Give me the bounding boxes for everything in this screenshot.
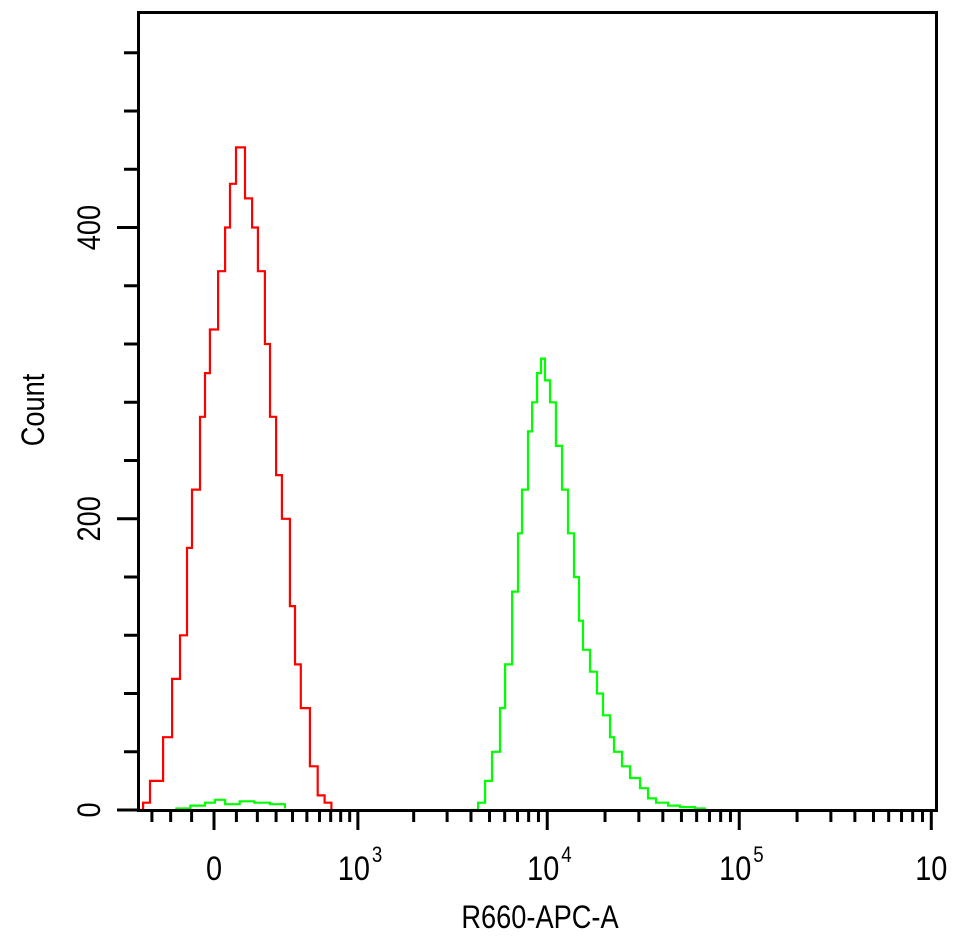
x-tick-label: 10: [915, 849, 947, 888]
y-tick-label: 0: [72, 802, 108, 817]
x-tick-label-exponent: 5: [753, 844, 763, 868]
y-tick-label: 200: [72, 496, 108, 541]
plot-frame: [137, 11, 938, 812]
x-tick-label: 10: [338, 849, 370, 888]
y-axis-label: Count: [16, 373, 52, 446]
y-axis: 0 200 400: [72, 51, 138, 818]
x-tick-label: 0: [206, 849, 222, 888]
x-axis-label: R660-APC-A: [461, 900, 618, 936]
plot-series: [140, 146, 707, 812]
series-line-stained: [470, 357, 707, 812]
x-axis: 0 10 3 10 4 10 5 10: [150, 810, 947, 888]
series-line-stained-noise: [175, 798, 286, 810]
x-tick-label: 10: [719, 849, 751, 888]
x-tick-label: 10: [527, 849, 559, 888]
y-tick-label: 400: [72, 205, 108, 250]
x-tick-label-exponent: 4: [561, 844, 571, 868]
x-tick-label-exponent: 3: [372, 844, 382, 868]
series-line-control: [140, 146, 333, 812]
